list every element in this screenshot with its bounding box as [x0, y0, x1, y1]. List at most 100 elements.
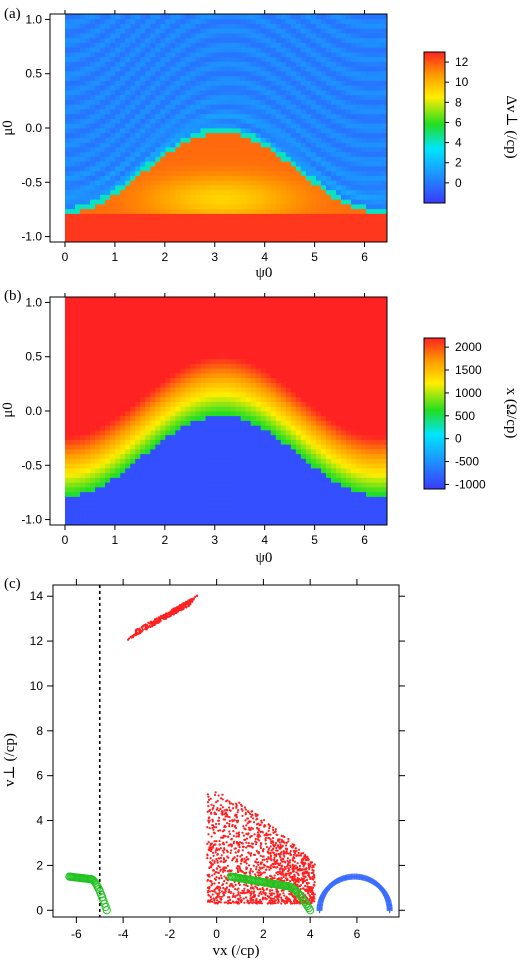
- heatmap-cell: [80, 382, 86, 388]
- heatmap-cell: [270, 113, 277, 119]
- heatmap-cell: [100, 47, 106, 53]
- heatmap-cell: [95, 118, 101, 124]
- heatmap-cell: [90, 94, 96, 100]
- heatmap-cell: [185, 344, 191, 350]
- heatmap-cell: [90, 363, 96, 369]
- heatmap-cell: [356, 109, 362, 115]
- heatmap-cell: [155, 56, 161, 62]
- heatmap-cell: [240, 218, 247, 224]
- heatmap-cell: [265, 42, 272, 48]
- heatmap-cell: [125, 128, 131, 134]
- heatmap-cell: [205, 56, 211, 62]
- heatmap-cell: [125, 344, 131, 350]
- heatmap-cell: [140, 204, 146, 210]
- heatmap-cell: [315, 156, 322, 162]
- heatmap-cell: [215, 52, 221, 58]
- heatmap-cell: [160, 123, 166, 129]
- heatmap-cell: [361, 104, 367, 110]
- heatmap-cell: [180, 339, 186, 345]
- heatmap-cell: [280, 14, 287, 20]
- heatmap-cell: [250, 406, 257, 412]
- heatmap-cell: [240, 33, 247, 39]
- heatmap-cell: [270, 56, 277, 62]
- heatmap-cell: [240, 354, 247, 360]
- heatmap-cell: [330, 128, 337, 134]
- heatmap-cell: [290, 113, 297, 119]
- heatmap-cell: [245, 382, 252, 388]
- heatmap-cell: [330, 156, 337, 162]
- heatmap-cell: [381, 199, 387, 205]
- heatmap-cell: [205, 37, 211, 43]
- heatmap-cell: [175, 316, 181, 322]
- heatmap-cell: [285, 66, 292, 72]
- heatmap-cell: [330, 99, 337, 105]
- heatmap-cell: [220, 444, 226, 450]
- heatmap-cell: [135, 458, 141, 464]
- heatmap-cell: [300, 156, 307, 162]
- heatmap-cell: [110, 406, 116, 412]
- heatmap-cell: [100, 37, 106, 43]
- heatmap-cell: [135, 18, 141, 24]
- heatmap-cell: [145, 482, 151, 488]
- heatmap-cell: [185, 396, 191, 402]
- heatmap-cell: [135, 468, 141, 474]
- heatmap-cell: [230, 297, 237, 303]
- heatmap-cell: [170, 349, 176, 355]
- heatmap-cell: [270, 237, 277, 243]
- heatmap-cell: [125, 487, 131, 493]
- heatmap-cell: [110, 232, 116, 238]
- heatmap-cell: [320, 185, 327, 191]
- heatmap-cell: [330, 199, 337, 205]
- heatmap-cell: [120, 330, 126, 336]
- heatmap-cell: [225, 354, 231, 360]
- heatmap-cell: [381, 90, 387, 96]
- heatmap-cell: [135, 396, 141, 402]
- heatmap-cell: [160, 382, 166, 388]
- heatmap-cell: [80, 325, 86, 331]
- heatmap-cell: [115, 373, 121, 379]
- heatmap-cell: [346, 28, 352, 34]
- heatmap-cell: [85, 301, 91, 307]
- heatmap-cell: [95, 204, 101, 210]
- heatmap-cell: [230, 453, 237, 459]
- heatmap-cell: [160, 392, 166, 398]
- heatmap-cell: [80, 468, 86, 474]
- heatmap-cell: [265, 37, 272, 43]
- heatmap-cell: [95, 37, 101, 43]
- heatmap-cell: [85, 232, 91, 238]
- heatmap-cell: [75, 330, 81, 336]
- heatmap-cell: [275, 71, 282, 77]
- heatmap-cell: [381, 189, 387, 195]
- heatmap-cell: [310, 118, 317, 124]
- heatmap-cell: [240, 208, 247, 214]
- heatmap-cell: [215, 180, 221, 186]
- heatmap-cell: [90, 227, 96, 233]
- heatmap-cell: [185, 411, 191, 417]
- heatmap-cell: [105, 23, 111, 29]
- heatmap-cell: [250, 344, 257, 350]
- heatmap-cell: [175, 363, 181, 369]
- heatmap-cell: [110, 90, 116, 96]
- heatmap-cell: [200, 463, 206, 469]
- heatmap-cell: [64, 339, 71, 345]
- heatmap-cell: [260, 61, 267, 67]
- heatmap-cell: [69, 339, 76, 345]
- heatmap-cell: [90, 14, 96, 20]
- heatmap-cell: [190, 434, 196, 440]
- heatmap-cell: [376, 199, 382, 205]
- heatmap-cell: [160, 237, 166, 243]
- heatmap-cell: [245, 94, 252, 100]
- heatmap-cell: [165, 80, 171, 86]
- heatmap-cell: [110, 194, 116, 200]
- heatmap-cell: [190, 510, 196, 516]
- heatmap-cell: [110, 301, 116, 307]
- heatmap-cell: [250, 306, 257, 312]
- heatmap-cell: [356, 137, 362, 143]
- heatmap-cell: [140, 33, 146, 39]
- heatmap-cell: [295, 199, 302, 205]
- heatmap-cell: [130, 166, 136, 172]
- heatmap-cell: [335, 199, 342, 205]
- heatmap-cell: [175, 123, 181, 129]
- heatmap-cell: [170, 335, 176, 341]
- heatmap-cell: [80, 520, 86, 526]
